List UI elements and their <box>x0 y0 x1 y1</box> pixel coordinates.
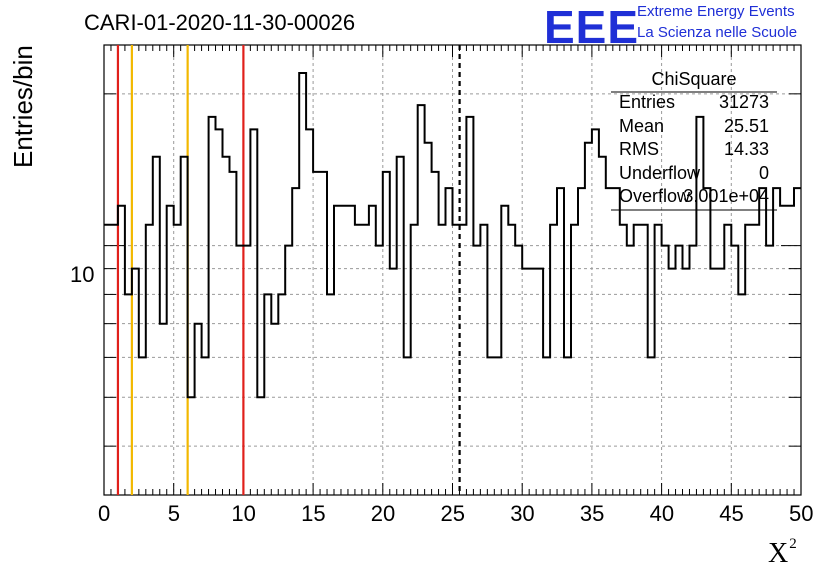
x-axis-label: X2 <box>768 536 797 569</box>
x-tick-label: 45 <box>719 501 744 526</box>
x-tick-label: 0 <box>98 501 111 526</box>
x-tick-label: 25 <box>440 501 465 526</box>
stat-value: 14.33 <box>723 139 769 159</box>
stat-name: RMS <box>619 139 659 159</box>
x-tick-label: 50 <box>789 501 814 526</box>
stat-name: Underflow <box>619 162 701 183</box>
y-axis-label: Entries/bin <box>8 45 38 168</box>
x-tick-label: 40 <box>649 501 675 526</box>
x-tick-label: 10 <box>231 501 256 526</box>
x-tick-label: 15 <box>301 501 326 526</box>
y-tick-label: 10 <box>70 262 95 287</box>
eee-logo: EEE <box>544 1 640 53</box>
stat-name: Mean <box>619 115 665 136</box>
stat-value: 0 <box>758 162 769 183</box>
grid-lines <box>104 45 801 495</box>
x-tick-label: 30 <box>510 501 535 526</box>
stat-name: Overflow <box>619 186 691 206</box>
x-tick-label: 35 <box>579 501 605 526</box>
logo-line-2: La Scienza nelle Scuole <box>637 24 798 41</box>
x-tick-label: 20 <box>370 501 396 526</box>
reference-lines <box>116 45 461 495</box>
stats-title: ChiSquare <box>651 69 737 89</box>
stat-value: 25.51 <box>723 115 769 136</box>
stat-name: Entries <box>619 92 676 112</box>
stat-value: 31273 <box>718 92 769 112</box>
stat-value: 3.001e+04 <box>683 186 769 206</box>
logo-line-1: Extreme Energy Events <box>637 3 795 20</box>
histogram-line <box>104 72 801 399</box>
x-tick-label: 5 <box>167 501 180 526</box>
plot-title: CARI-01-2020-11-30-00026 <box>84 10 356 35</box>
